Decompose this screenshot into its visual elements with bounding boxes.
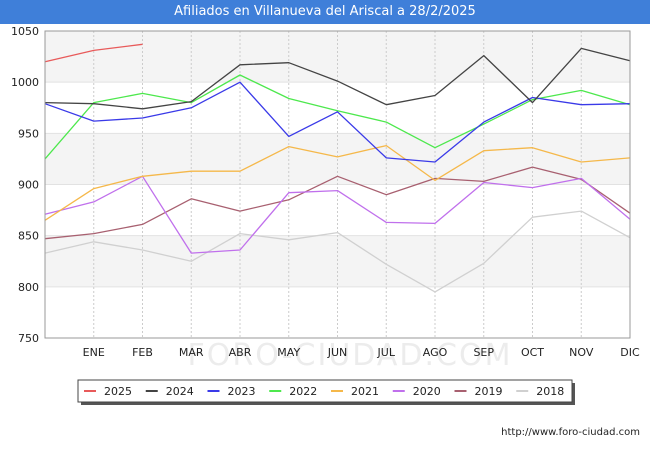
series-lines [44,43,631,293]
x-tick-label: OCT [521,346,544,359]
y-tick-label: 1050 [11,25,39,38]
legend-label-2018: 2018 [536,385,564,398]
series-line-2025 [44,43,143,63]
x-tick-labels: ENE FEB MAR ABR MAY JUN JUL AGO SEP OCT NOV DIC [83,346,640,359]
legend-box [77,379,573,403]
x-tick-label: JUN [327,346,348,359]
chart-title: Afiliados en Villanueva del Ariscal a 28… [0,0,650,24]
legend-label-2024: 2024 [166,385,194,398]
y-tick-labels: 750 800 850 900 950 1000 1050 [11,25,39,345]
watermark: FORO-CIUDAD.COM [188,338,513,373]
x-tick-label: FEB [132,346,153,359]
series-line-2018 [44,210,631,293]
x-tick-label: ENE [83,346,105,359]
x-tick-label: ABR [229,346,252,359]
axes [44,30,631,339]
y-tick-label: 750 [18,332,39,345]
x-tick-label: SEP [473,346,494,359]
series-line-2019 [44,166,631,240]
legend-label-2023: 2023 [228,385,256,398]
legend-label-2021: 2021 [351,385,379,398]
legend: 2025 2024 2023 2022 2021 2020 2019 2018 [77,379,575,405]
plot-frame [44,30,631,339]
y-tick-label: 800 [18,281,39,294]
series-line-2023 [44,81,631,163]
x-tick-label: NOV [569,346,594,359]
y-tick-label: 900 [18,179,39,192]
legend-label-2025: 2025 [104,385,132,398]
legend-label-2020: 2020 [413,385,441,398]
x-tick-label: AGO [423,346,448,359]
x-tick-label: MAY [277,346,300,359]
y-tick-label: 1000 [11,76,39,89]
x-tick-label: MAR [179,346,204,359]
y-tick-label: 950 [18,127,39,140]
legend-label-2022: 2022 [289,385,317,398]
y-tick-label: 850 [18,230,39,243]
x-tick-label: DIC [620,346,640,359]
series-line-2022 [44,74,631,160]
x-tick-label: JUL [377,346,396,359]
series-line-2021 [44,144,631,221]
series-line-2024 [44,47,631,110]
source-url: http://www.foro-ciudad.com [501,427,640,438]
legend-label-2019: 2019 [475,385,503,398]
